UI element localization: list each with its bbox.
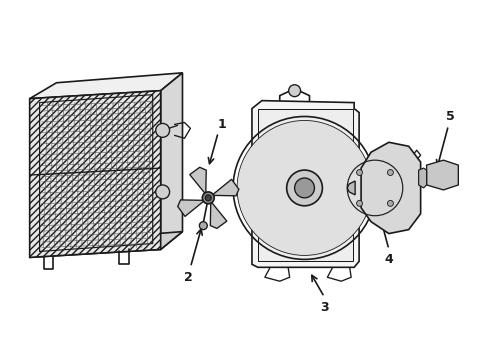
- Polygon shape: [190, 167, 206, 194]
- Circle shape: [205, 195, 211, 201]
- Circle shape: [156, 185, 170, 199]
- Circle shape: [202, 192, 214, 204]
- Polygon shape: [427, 160, 458, 190]
- Circle shape: [388, 170, 393, 175]
- Polygon shape: [361, 142, 420, 234]
- Polygon shape: [178, 200, 204, 216]
- Text: 3: 3: [320, 301, 329, 314]
- Polygon shape: [258, 109, 353, 261]
- Polygon shape: [161, 73, 182, 249]
- Polygon shape: [30, 231, 182, 257]
- Polygon shape: [252, 100, 359, 267]
- Circle shape: [357, 201, 363, 206]
- Polygon shape: [210, 202, 227, 229]
- Circle shape: [357, 170, 363, 175]
- Circle shape: [289, 85, 300, 96]
- Polygon shape: [30, 91, 161, 257]
- Circle shape: [156, 123, 170, 137]
- Circle shape: [199, 222, 207, 230]
- Text: 4: 4: [385, 253, 393, 266]
- Polygon shape: [418, 168, 427, 188]
- Circle shape: [294, 178, 315, 198]
- Circle shape: [388, 201, 393, 206]
- Polygon shape: [347, 181, 355, 195]
- Circle shape: [237, 121, 372, 255]
- Polygon shape: [30, 73, 182, 99]
- Circle shape: [287, 170, 322, 206]
- Text: 1: 1: [218, 118, 226, 131]
- Polygon shape: [212, 179, 239, 196]
- Text: 5: 5: [446, 110, 455, 123]
- Text: 2: 2: [184, 271, 193, 284]
